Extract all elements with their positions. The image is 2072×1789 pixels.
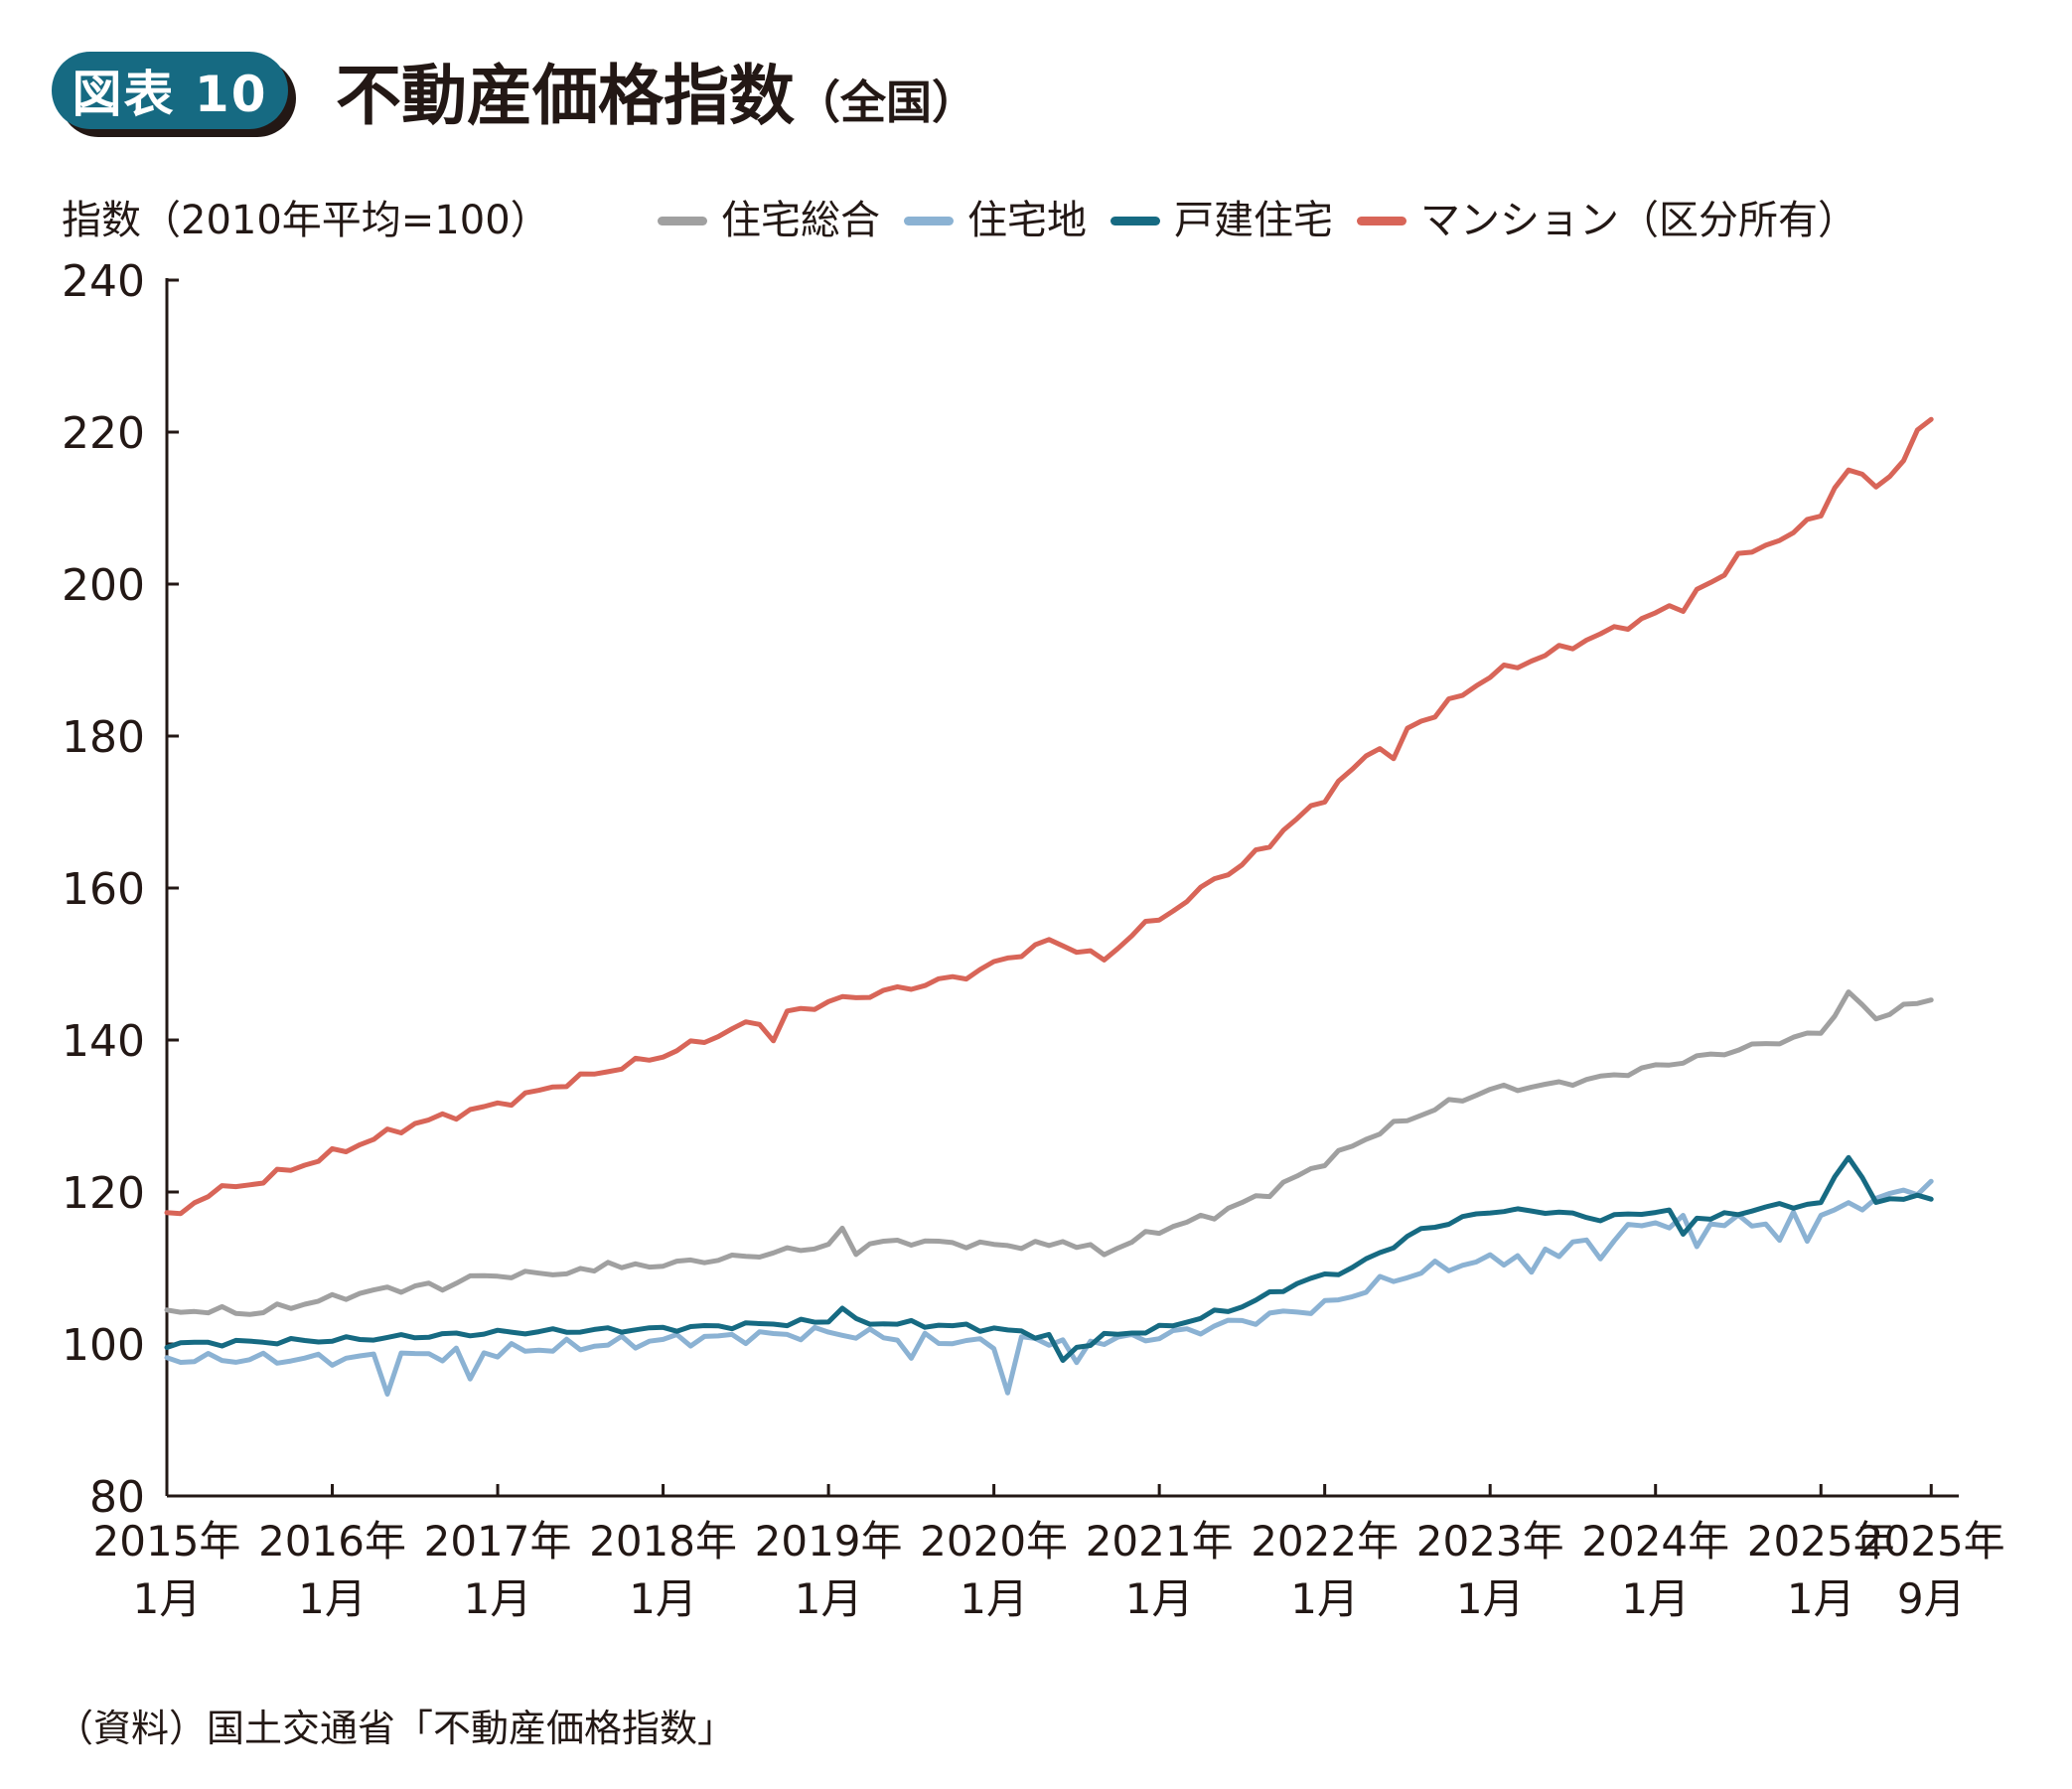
y-tick-label: 220: [62, 408, 145, 459]
series-line-land: [164, 1178, 1934, 1397]
chart-title-main: 不動産価格指数: [336, 58, 795, 134]
x-tick-label-year: 2015年: [93, 1517, 241, 1565]
x-tick-label-month: 1月: [960, 1574, 1028, 1623]
y-tick-label: 240: [62, 256, 145, 307]
x-tick-label-month: 1月: [629, 1574, 697, 1623]
y-axis-label: 指数（2010年平均=100）: [62, 198, 550, 243]
y-tick-label: 140: [62, 1016, 145, 1067]
x-tick-label-year: 2021年: [1086, 1517, 1234, 1565]
legend-label-detached: 戸建住宅: [1174, 198, 1333, 243]
legend-item-total: 住宅総合: [658, 195, 880, 246]
x-tick-label-month: 1月: [1456, 1574, 1525, 1623]
source-note: （資料）国土交通省「不動産価格指数」: [56, 1707, 736, 1750]
x-tick-label-month: 1月: [795, 1574, 863, 1623]
series-line-condo: [164, 416, 1934, 1217]
chart-title-suffix: （全国）: [795, 75, 977, 129]
x-tick-label-year: 2023年: [1416, 1517, 1564, 1565]
legend-label-land: 住宅地: [967, 198, 1087, 243]
x-tick-label-year: 2025年: [1857, 1517, 2005, 1565]
x-tick-label-month: 1月: [298, 1574, 367, 1623]
y-tick-label: 120: [62, 1168, 145, 1219]
y-tick-label: 100: [62, 1320, 145, 1371]
x-tick-label-year: 2022年: [1251, 1517, 1399, 1565]
y-tick-label: 200: [62, 560, 145, 611]
legend-item-condo: マンション（区分所有）: [1357, 195, 1857, 246]
x-tick-label-month: 9月: [1897, 1574, 1966, 1623]
x-tick-label-month: 1月: [1125, 1574, 1194, 1623]
x-tick-label-month: 1月: [1290, 1574, 1359, 1623]
series-line-total: [164, 989, 1934, 1317]
x-tick-label-year: 2025年: [1747, 1517, 1895, 1565]
legend-swatch-total: [658, 216, 707, 225]
legend-item-detached: 戸建住宅: [1110, 195, 1333, 246]
legend-swatch-land: [904, 216, 954, 225]
x-tick-label-year: 2020年: [920, 1517, 1068, 1565]
series-line-detached: [164, 1154, 1934, 1363]
y-tick-label: 80: [89, 1472, 145, 1523]
legend-swatch-detached: [1110, 216, 1160, 225]
legend-label-condo: マンション（区分所有）: [1420, 198, 1857, 243]
x-tick-label-year: 2024年: [1581, 1517, 1729, 1565]
y-tick-label: 180: [62, 712, 145, 763]
figure-number-badge: 図表 10: [52, 52, 288, 129]
x-tick-label-year: 2017年: [424, 1517, 572, 1565]
x-tick-label-month: 1月: [464, 1574, 532, 1623]
x-tick-label-year: 2018年: [589, 1517, 737, 1565]
legend-swatch-condo: [1357, 216, 1406, 225]
x-tick-label-year: 2019年: [755, 1517, 903, 1565]
legend-label-total: 住宅総合: [721, 198, 880, 243]
y-tick-label: 160: [62, 864, 145, 915]
x-tick-label-month: 1月: [1621, 1574, 1690, 1623]
x-tick-label-month: 1月: [1787, 1574, 1855, 1623]
legend-item-land: 住宅地: [904, 195, 1087, 246]
x-tick-label-year: 2016年: [258, 1517, 406, 1565]
chart-title: 不動産価格指数（全国）: [336, 52, 977, 147]
legend: 住宅総合 住宅地 戸建住宅 マンション（区分所有）: [658, 195, 1881, 246]
x-tick-label-month: 1月: [133, 1574, 202, 1623]
